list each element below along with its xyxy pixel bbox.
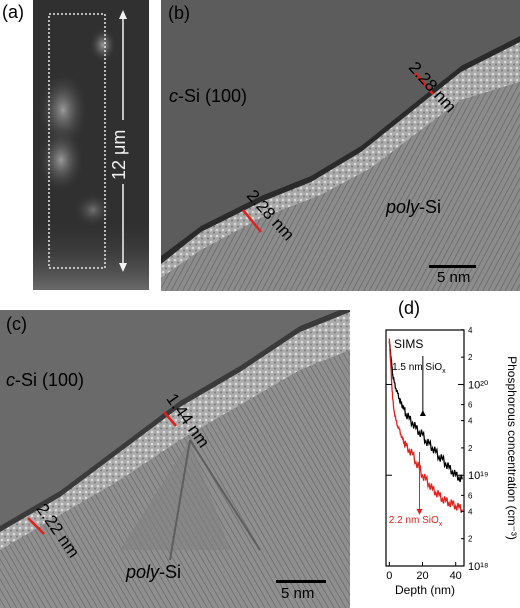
scale-bar [276,580,326,583]
panel-b-image: c-Si (100) poly-Si 2.28 nm 2.28 nm 5 nm [161,0,520,291]
y-minor-tick-label: 4 [468,507,473,516]
y-minor-tick-label: 4 [468,326,473,335]
panel-c-label: (c) [6,314,27,334]
panel-d-label: (d) [398,298,420,318]
x-tick-label: 40 [450,570,462,582]
panel-c-image: c-Si (100) poly-Si 1.44 nm 2.22 nm 5 nm [0,310,350,608]
y-axis-label: Phosphorous concentration (cm⁻³) [505,356,519,540]
optical-micrograph [33,0,149,290]
y-minor-tick-label: 2 [468,353,473,362]
arrow-head [416,508,423,515]
y-minor-tick-label: 2 [468,535,473,544]
y-tick-label: 10¹⁹ [468,470,489,482]
series-line-1 [388,341,463,483]
y-minor-tick-label: 6 [468,401,473,410]
y-tick-label: 10²⁰ [468,379,489,391]
hrtem-micrograph-b [161,0,520,291]
x-axis-label: Depth (nm) [395,583,455,597]
y-minor-tick-label: 4 [468,417,473,426]
panel-a-label: (a) [2,2,24,22]
panel-a-image: 12 μm [33,0,149,290]
measure-mark-1 [163,411,177,427]
series-line-2 [388,338,463,514]
scale-bar-label: 5 nm [437,269,471,286]
y-minor-tick-label: 6 [468,491,473,500]
material-label-top: c-Si (100) [6,370,85,390]
x-tick-label: 20 [416,570,428,582]
selection-box [48,13,106,269]
measure-mark-2 [242,209,262,233]
scale-bar-label: 5 nm [281,585,315,602]
material-label-top: c-Si (100) [169,86,248,106]
material-label-bottom: poly-Si [126,562,182,582]
scale-bar [429,265,476,268]
arrow-head [419,409,426,416]
panel-b-label: (b) [168,3,190,23]
material-label-bottom: poly-Si [386,197,442,217]
measure-mark-2 [27,517,45,535]
y-tick-label: 10¹⁸ [468,561,489,573]
annotation-label-1: 1.5 nm SiOx [392,362,446,375]
measure-mark-1 [414,72,434,95]
panel-a-scale-label: 12 μm [109,129,129,180]
hrtem-micrograph-c [0,310,350,608]
x-tick-label: 0 [386,570,392,582]
annotation-label-2: 2.2 nm SiOx [389,515,443,528]
y-minor-tick-label: 2 [468,444,473,453]
chart-title: SIMS [394,337,423,351]
